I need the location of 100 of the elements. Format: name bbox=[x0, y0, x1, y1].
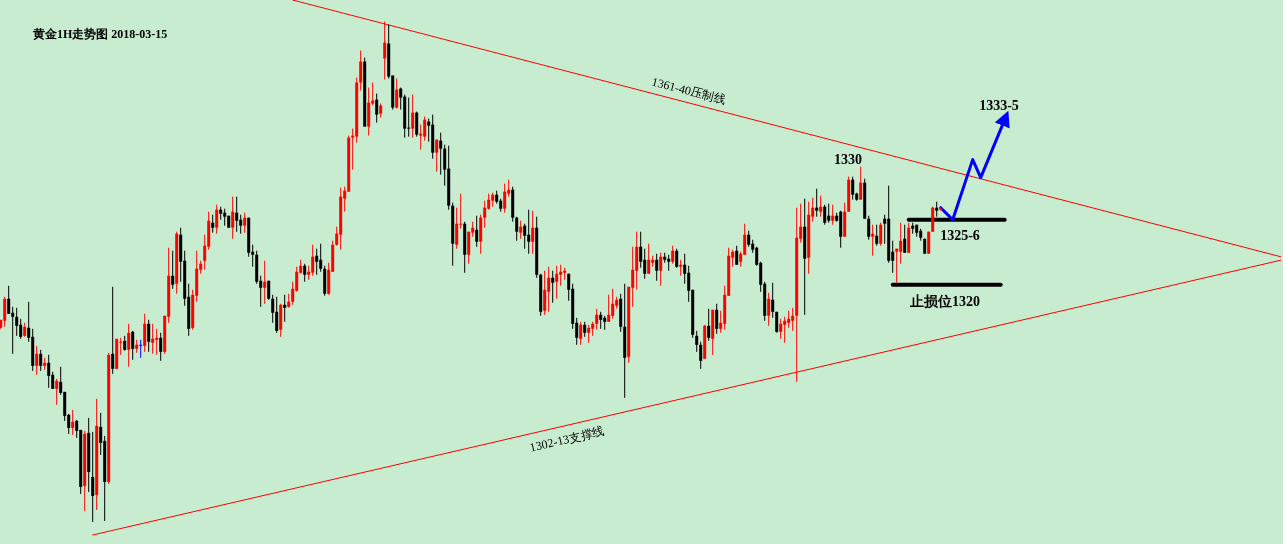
candlestick bbox=[831, 204, 835, 226]
candlestick bbox=[687, 265, 691, 303]
candlestick bbox=[547, 266, 551, 313]
candlestick bbox=[519, 220, 523, 240]
candlestick bbox=[695, 330, 699, 353]
candlestick bbox=[903, 224, 907, 254]
candlestick bbox=[75, 419, 79, 439]
candlestick bbox=[851, 176, 855, 201]
candlestick bbox=[411, 94, 415, 139]
candlestick bbox=[7, 285, 11, 315]
candlestick bbox=[443, 144, 447, 187]
candlestick bbox=[435, 139, 439, 173]
candlestick bbox=[159, 332, 163, 362]
candlestick bbox=[395, 78, 399, 110]
candlestick bbox=[131, 330, 135, 361]
candlestick bbox=[551, 270, 555, 304]
candlestick bbox=[543, 270, 547, 316]
candlestick bbox=[47, 354, 51, 389]
candlestick bbox=[359, 50, 363, 92]
candlestick bbox=[399, 87, 403, 111]
candlestick bbox=[883, 214, 887, 245]
candlestick bbox=[283, 294, 287, 323]
candlestick bbox=[655, 253, 659, 282]
candlestick bbox=[779, 318, 783, 340]
candlestick bbox=[271, 294, 275, 324]
candlestick bbox=[611, 288, 615, 320]
candlestick bbox=[639, 231, 643, 269]
candlestick bbox=[647, 243, 651, 275]
text: 1302-13支撑线 bbox=[528, 423, 606, 455]
candlestick bbox=[891, 240, 895, 274]
candlestick bbox=[527, 209, 531, 255]
candlestick bbox=[427, 118, 431, 143]
candlestick bbox=[39, 349, 43, 372]
candlestick bbox=[263, 260, 267, 305]
candlestick bbox=[743, 223, 747, 256]
text: 黄金1H走势图 2018-03-15 bbox=[32, 27, 168, 41]
candlestick bbox=[707, 308, 711, 342]
candlestick bbox=[407, 97, 411, 138]
candlestick bbox=[819, 195, 823, 218]
candlestick bbox=[147, 319, 151, 353]
candlestick bbox=[215, 204, 219, 235]
candlestick bbox=[575, 317, 579, 346]
candlestick bbox=[871, 224, 875, 257]
candlestick bbox=[35, 345, 39, 376]
candlestick bbox=[595, 308, 599, 331]
candlestick bbox=[859, 166, 863, 201]
text: 1361-40压制线 bbox=[650, 74, 728, 108]
candlestick bbox=[659, 252, 663, 287]
candlestick bbox=[783, 316, 787, 344]
annotation: 1330 bbox=[834, 152, 862, 167]
candlestick bbox=[475, 215, 479, 248]
candlestick bbox=[799, 203, 803, 244]
candlestick bbox=[699, 341, 703, 370]
candlestick bbox=[291, 281, 295, 306]
candlestick bbox=[235, 196, 239, 233]
candlestick bbox=[567, 273, 571, 302]
candlestick bbox=[579, 321, 583, 346]
candlestick bbox=[295, 266, 299, 293]
candlestick bbox=[251, 244, 255, 268]
candlestick bbox=[715, 303, 719, 335]
candlestick bbox=[895, 248, 899, 284]
candlestick bbox=[375, 93, 379, 124]
candlestick bbox=[419, 124, 423, 151]
candlestick bbox=[503, 183, 507, 214]
candlestick bbox=[243, 212, 247, 234]
candlestick bbox=[531, 210, 535, 255]
candlestick bbox=[643, 248, 647, 280]
candlestick bbox=[811, 197, 815, 223]
candlestick bbox=[15, 307, 19, 337]
candlestick bbox=[315, 248, 319, 276]
candlestick bbox=[203, 234, 207, 271]
candlestick bbox=[151, 323, 155, 355]
candlestick bbox=[827, 203, 831, 224]
candlestick bbox=[483, 200, 487, 229]
candlestick bbox=[767, 292, 771, 327]
candlestick bbox=[371, 82, 375, 107]
candlestick bbox=[155, 328, 159, 356]
candlestick bbox=[383, 21, 387, 81]
candlestick bbox=[631, 246, 635, 308]
candlestick bbox=[311, 244, 315, 277]
candlestick bbox=[423, 116, 427, 142]
candlestick bbox=[899, 222, 903, 265]
candlestick bbox=[815, 188, 819, 218]
candlestick bbox=[67, 413, 71, 435]
annotation: 止损位1320 bbox=[909, 294, 980, 309]
candlestick bbox=[791, 307, 795, 332]
candlestick bbox=[559, 264, 563, 287]
candlestick bbox=[59, 366, 63, 396]
candlestick bbox=[27, 301, 31, 343]
candlestick bbox=[719, 310, 723, 334]
candlestick bbox=[11, 306, 15, 355]
candlestick bbox=[3, 296, 7, 328]
candlestick bbox=[671, 245, 675, 265]
candlestick bbox=[211, 214, 215, 234]
candlestick bbox=[867, 215, 871, 241]
candlestick bbox=[467, 231, 471, 265]
candlestick bbox=[171, 250, 175, 290]
candlestick bbox=[587, 324, 591, 344]
candlestick bbox=[771, 282, 775, 319]
candlestick bbox=[439, 132, 443, 176]
